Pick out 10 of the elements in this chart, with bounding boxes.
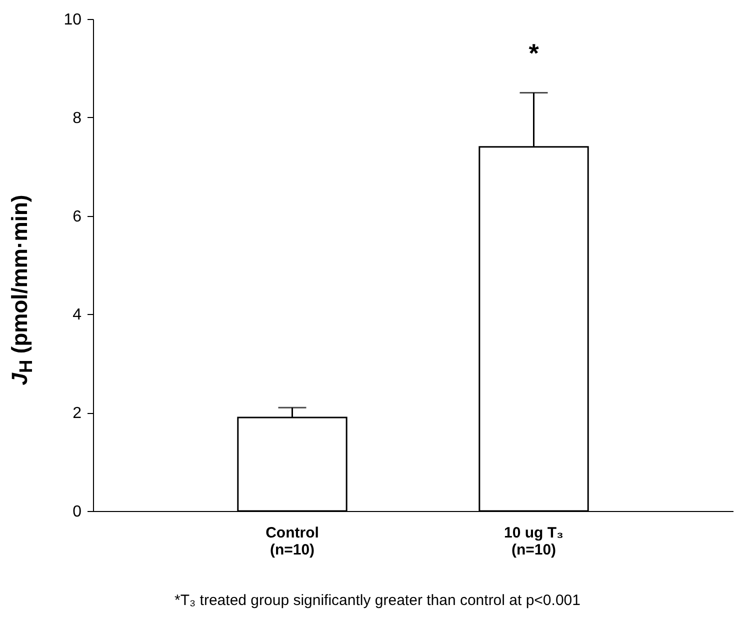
y-tick-label: 10: [64, 12, 82, 28]
annotation: *: [528, 38, 540, 68]
y-tick-label: 4: [72, 306, 82, 324]
x-tick-label: 10 ug T₃ (n=10): [504, 524, 564, 558]
text: *T₃ treated group significantly greater than control at p<0.001: [174, 592, 582, 609]
y-tick-label: 6: [72, 208, 82, 226]
y-tick-label: 0: [72, 504, 82, 520]
y-tick-label: 2: [72, 405, 82, 422]
x-tick-label: Control (n=10): [266, 524, 319, 558]
y-tick-label: 8: [72, 110, 82, 127]
